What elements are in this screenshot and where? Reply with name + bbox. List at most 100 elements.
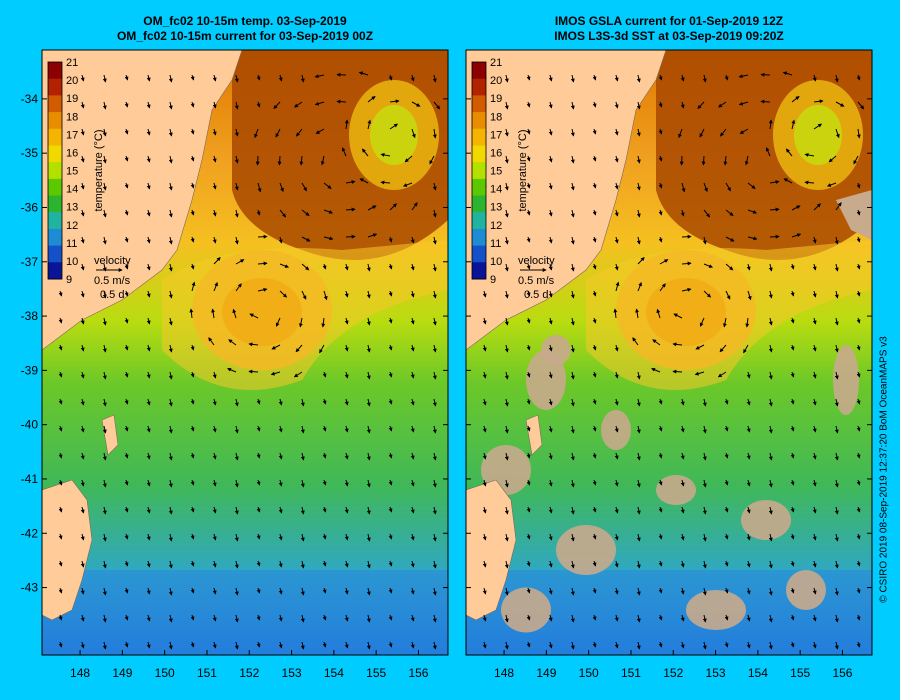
velocity-arrow — [212, 587, 217, 595]
velocity-arrow — [482, 587, 487, 595]
velocity-arrow — [234, 74, 239, 83]
velocity-arrow — [432, 74, 437, 83]
velocity-arrow — [768, 560, 773, 569]
velocity-arrow — [102, 290, 107, 299]
velocity-arrow — [790, 587, 795, 594]
lon-label: 154 — [324, 666, 344, 680]
velocity-arrow — [300, 74, 305, 83]
velocity-arrow — [637, 257, 645, 265]
velocity-arrow — [813, 123, 823, 130]
velocity-arrow — [592, 182, 597, 189]
velocity-arrow — [168, 641, 173, 650]
velocity-arrow — [278, 641, 283, 649]
velocity-arrow — [526, 155, 531, 162]
velocity-arrow — [592, 533, 597, 540]
velocity-arrow — [234, 101, 239, 110]
velocity-arrow — [359, 178, 369, 184]
velocity-arrow — [168, 236, 173, 245]
velocity-arrow — [146, 479, 151, 487]
velocity-arrow — [724, 425, 729, 432]
velocity-arrow — [366, 344, 371, 353]
velocity-arrow — [834, 74, 839, 83]
obs-title-line1: IMOS GSLA current for 01-Sep-2019 12Z — [554, 14, 784, 28]
velocity-arrow — [812, 74, 817, 82]
velocity-arrow — [791, 119, 796, 130]
colorbar-swatch — [48, 112, 62, 130]
velocity-arrow — [635, 308, 640, 319]
velocity-arrow — [102, 506, 107, 515]
velocity-arrow — [279, 209, 287, 218]
velocity-arrow — [681, 182, 686, 193]
velocity-arrow — [504, 533, 509, 542]
velocity-arrow — [680, 425, 685, 433]
velocity-arrow — [856, 506, 861, 513]
velocity-arrow — [124, 182, 129, 189]
velocity-arrow — [344, 290, 349, 298]
velocity-arrow — [432, 290, 437, 299]
velocity-arrow — [366, 479, 371, 488]
velocity-arrow — [432, 452, 437, 461]
colorbar-tick-label: 14 — [490, 184, 502, 196]
velocity-arrow — [257, 287, 268, 292]
velocity-arrow — [812, 425, 817, 433]
velocity-arrow — [526, 263, 531, 270]
velocity-arrow — [746, 641, 751, 649]
velocity-arrow — [367, 96, 376, 103]
velocity-arrow — [804, 152, 815, 157]
velocity-arrow — [319, 344, 325, 354]
velocity-arrow — [322, 425, 327, 432]
velocity-arrow — [58, 317, 63, 324]
velocity-arrow — [278, 452, 283, 460]
missing-data-patch — [833, 345, 859, 415]
velocity-arrow — [482, 560, 487, 568]
velocity-arrow — [146, 290, 151, 298]
velocity-arrow — [212, 236, 217, 244]
velocity-arrow — [336, 99, 347, 104]
velocity-arrow — [432, 560, 437, 569]
velocity-arrow — [190, 236, 195, 243]
velocity-arrow — [614, 533, 619, 541]
velocity-arrow — [680, 101, 685, 109]
velocity-arrow — [703, 290, 712, 298]
velocity-arrow — [388, 479, 393, 486]
velocity-arrow — [124, 128, 129, 135]
velocity-arrow — [80, 236, 85, 244]
velocity-arrow — [592, 317, 597, 324]
velocity-arrow — [548, 398, 553, 406]
missing-data-patch — [686, 590, 746, 630]
velocity-arrow — [835, 202, 842, 211]
velocity-arrow — [190, 371, 195, 378]
velocity-arrow — [432, 371, 437, 380]
velocity-arrow — [769, 180, 780, 184]
velocity-arrow — [213, 257, 221, 265]
velocity-arrow — [212, 425, 217, 433]
velocity-arrow — [834, 641, 839, 650]
map-panel-obs[interactable]: 148 149 150 151 152 153 154 155 1562120191817161… — [465, 49, 873, 680]
velocity-arrow — [146, 317, 151, 325]
panel-title-obs: IMOS GSLA current for 01-Sep-2019 12Z IM… — [466, 14, 872, 44]
velocity-arrow — [278, 74, 283, 82]
velocity-arrow — [432, 533, 437, 542]
velocity-arrow — [570, 101, 575, 110]
velocity-arrow — [300, 533, 305, 542]
velocity-arrow — [768, 533, 773, 542]
velocity-legend-title: velocity — [94, 255, 131, 267]
velocity-arrow — [212, 641, 217, 649]
velocity-arrow — [834, 290, 839, 299]
velocity-arrow — [80, 506, 85, 514]
velocity-arrow — [672, 369, 683, 374]
velocity-arrow — [482, 344, 487, 352]
velocity-arrow — [124, 506, 129, 513]
velocity-arrow — [345, 180, 356, 184]
velocity-arrow — [168, 506, 173, 515]
velocity-arrow — [504, 236, 509, 245]
velocity-arrow — [856, 317, 861, 324]
colorbar-tick-label: 11 — [490, 238, 501, 250]
velocity-arrow — [190, 641, 195, 648]
velocity-arrow — [410, 344, 415, 352]
velocity-arrow — [322, 371, 327, 378]
velocity-arrow — [570, 398, 575, 407]
colorbar-tick-label: 15 — [490, 166, 502, 178]
velocity-arrow — [725, 209, 734, 217]
